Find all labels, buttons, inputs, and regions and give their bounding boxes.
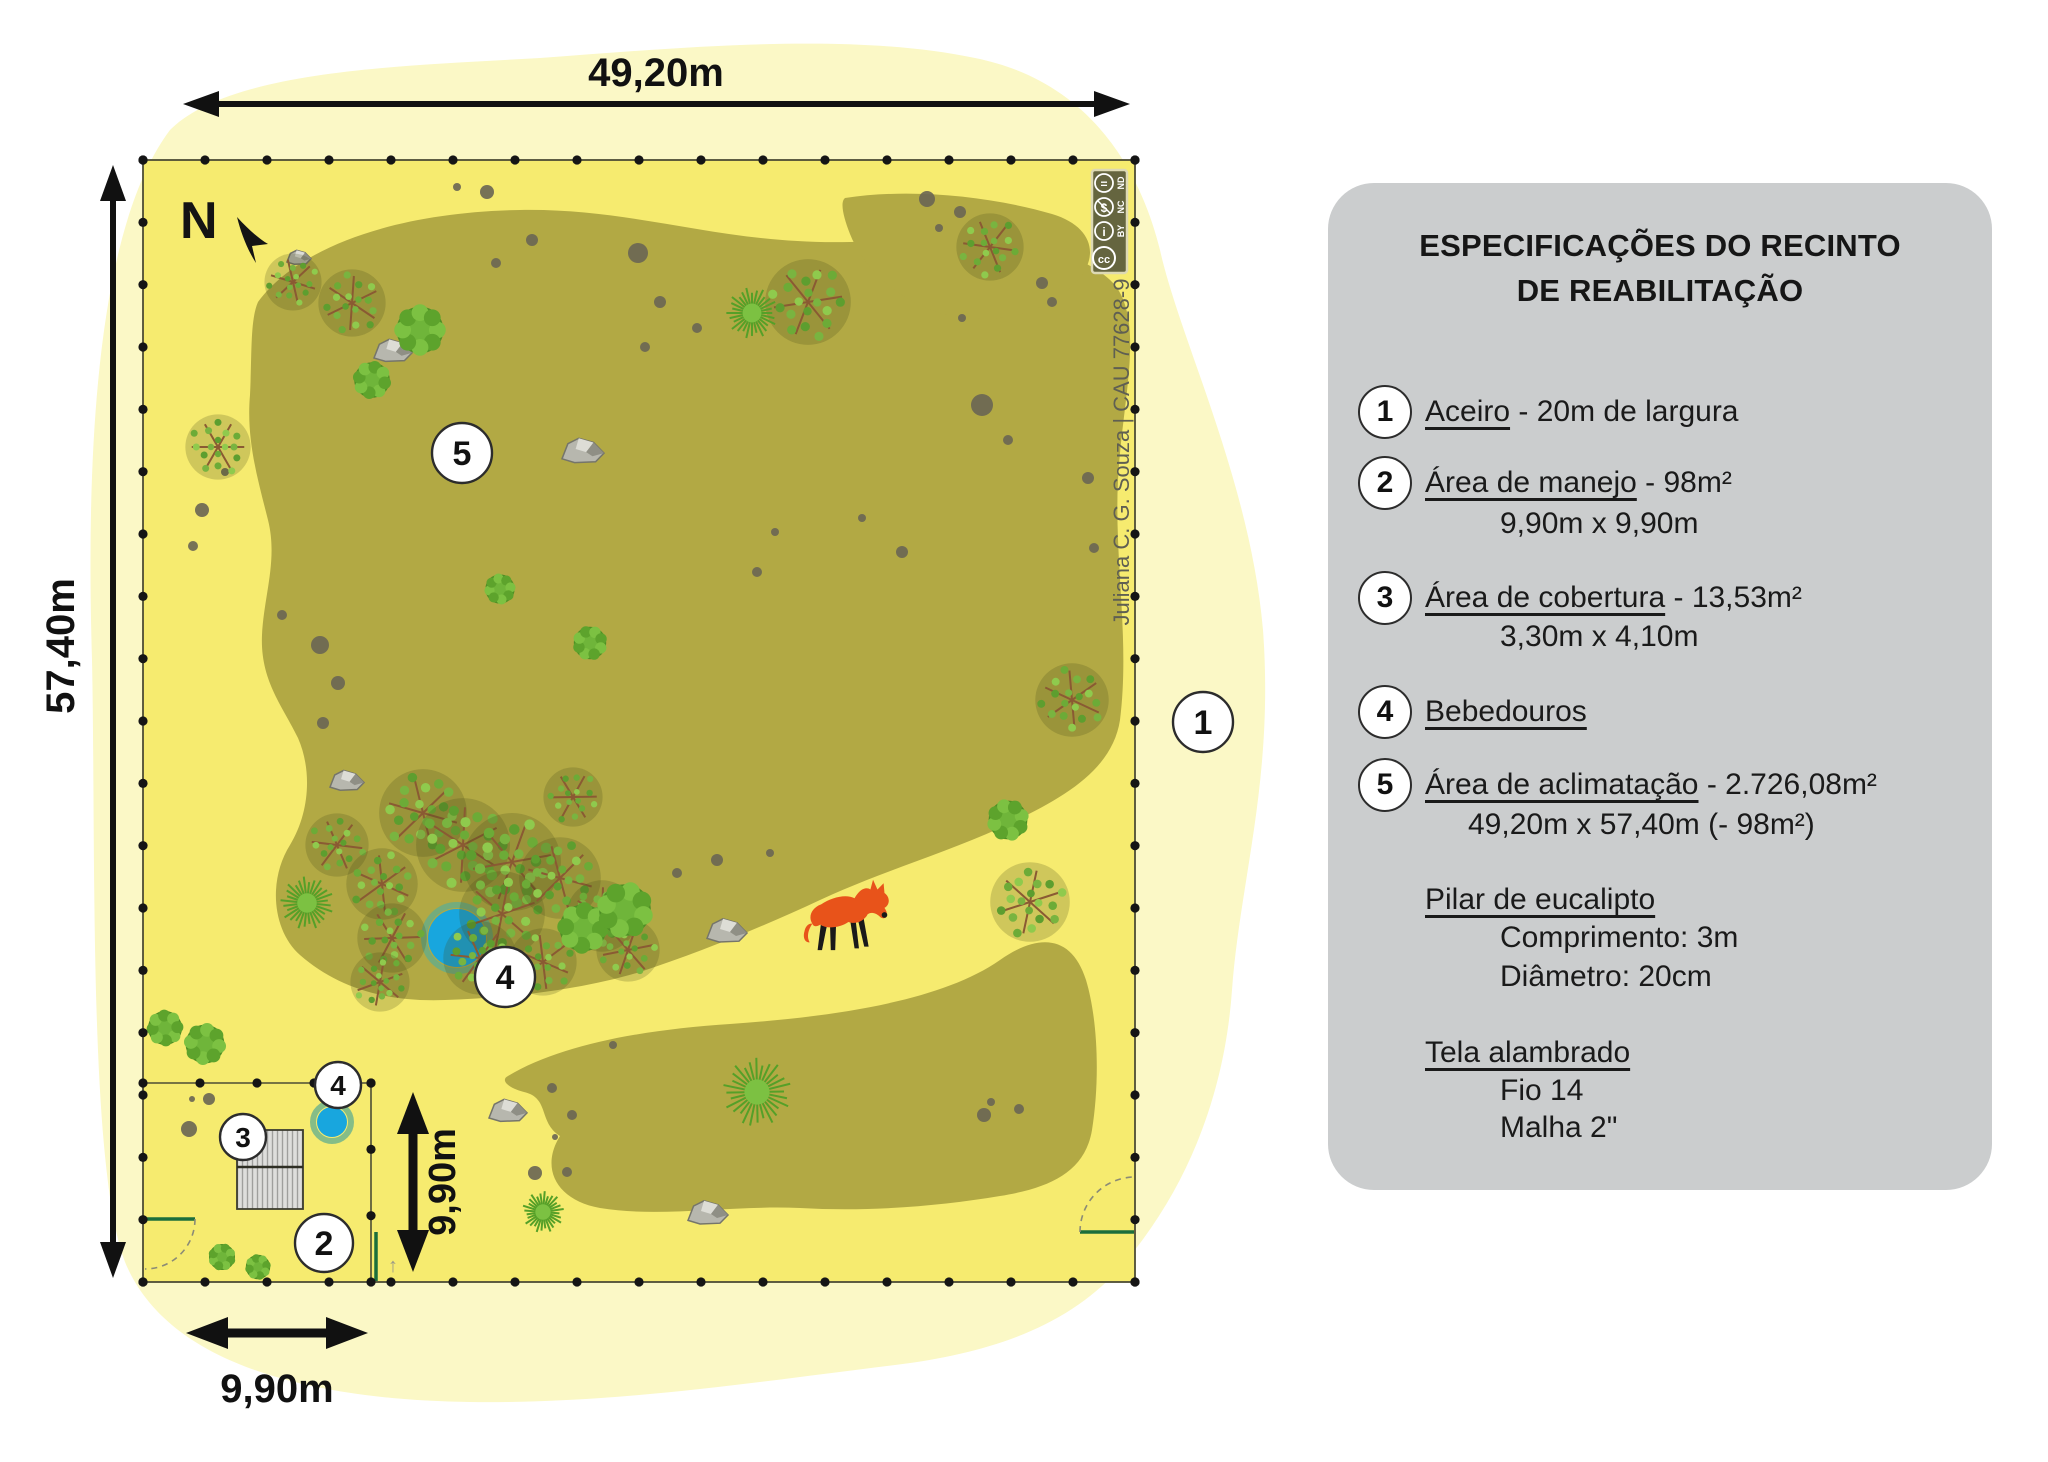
legend-item-desc: - 13,53m² — [1665, 581, 1802, 614]
legend-item-aceiro: Aceiro - 20m de largura — [1425, 395, 1739, 429]
legend-item-aclimatacao: Área de aclimatação - 2.726,08m² — [1425, 768, 1877, 802]
dimension-arrow: 57,40m — [39, 165, 126, 1278]
map-marker-label: 1 — [1194, 704, 1213, 742]
legend-item-cobertura: Área de cobertura - 13,53m² — [1425, 581, 1802, 615]
cc-nd-label: ND — [1116, 176, 1126, 189]
note-pilar: Pilar de eucalipto — [1425, 883, 1655, 917]
legend-badge-2: 2 — [1358, 456, 1412, 510]
legend-badge-4: 4 — [1358, 685, 1412, 739]
legend-item-manejo-size: 9,90m x 9,90m — [1500, 507, 1698, 541]
legend-item-name: Área de aclimatação — [1425, 768, 1699, 801]
legend-badge-5: 5 — [1358, 758, 1412, 812]
note-pilar-line1: Comprimento: 3m — [1500, 921, 1738, 955]
note-tela-line1: Fio 14 — [1500, 1074, 1583, 1108]
dimension-label: 9,90m — [422, 1128, 464, 1236]
legend-item-name: Área de cobertura — [1425, 581, 1665, 614]
cc-logo-icon: cc — [1098, 254, 1110, 266]
legend-item-manejo: Área de manejo - 98m² — [1425, 466, 1732, 500]
map-marker-4: 4 — [315, 1062, 361, 1108]
attribution-text: Juliana C. G. Souza | CAU 77628-9 — [1109, 279, 1134, 626]
cc-nc-label: NC — [1116, 200, 1126, 213]
legend-item-name: Bebedouros — [1425, 695, 1587, 728]
cc-by-icon: i — [1102, 225, 1105, 239]
legend-badge-1: 1 — [1358, 385, 1412, 439]
cc-license-badge: = $ i cc ND NC BY — [1092, 170, 1127, 273]
map-marker-1: 1 — [1173, 692, 1233, 752]
map-marker-label: 4 — [330, 1070, 346, 1101]
note-tela: Tela alambrado — [1425, 1036, 1630, 1070]
legend-badge-3: 3 — [1358, 571, 1412, 625]
legend-item-name: Área de manejo — [1425, 466, 1637, 499]
legend-item-desc: - 20m de largura — [1510, 395, 1738, 428]
legend-item-desc: - 2.726,08m² — [1699, 768, 1877, 801]
map-marker-2: 2 — [295, 1214, 353, 1272]
map-marker-label: 3 — [235, 1122, 251, 1153]
note-name: Pilar de eucalipto — [1425, 883, 1655, 916]
note-name: Tela alambrado — [1425, 1036, 1630, 1069]
legend-item-cobertura-size: 3,30m x 4,10m — [1500, 620, 1698, 654]
panel-title-line1: ESPECIFICAÇÕES DO RECINTO — [1328, 223, 1992, 268]
gate-direction-arrow: ↑ — [388, 1255, 398, 1277]
note-tela-line2: Malha 2" — [1500, 1111, 1617, 1145]
dimension-label: 49,20m — [588, 51, 724, 95]
legend-item-aclimatacao-size: 49,20m x 57,40m (- 98m²) — [1468, 808, 1815, 842]
map-marker-label: 2 — [315, 1225, 334, 1263]
cc-by-label: BY — [1116, 225, 1126, 238]
dimension-label: 57,40m — [39, 578, 83, 714]
legend-item-bebedouros: Bebedouros — [1425, 695, 1587, 729]
cc-nd-icon: = — [1100, 177, 1107, 191]
legend-item-name: Aceiro — [1425, 395, 1510, 428]
map-marker-label: 4 — [496, 959, 515, 997]
north-label: N — [180, 192, 218, 250]
map-marker-4: 4 — [475, 947, 535, 1007]
panel-title-line2: DE REABILITAÇÃO — [1328, 268, 1992, 313]
map-marker-label: 5 — [453, 435, 472, 473]
map-marker-3: 3 — [220, 1114, 266, 1160]
panel-title: ESPECIFICAÇÕES DO RECINTO DE REABILITAÇÃ… — [1328, 223, 1992, 313]
dimension-label: 9,90m — [220, 1367, 333, 1411]
note-pilar-line2: Diâmetro: 20cm — [1500, 960, 1712, 994]
specs-panel: ESPECIFICAÇÕES DO RECINTO DE REABILITAÇÃ… — [1328, 183, 1992, 1190]
map-marker-5: 5 — [432, 423, 492, 483]
legend-item-desc: - 98m² — [1637, 466, 1732, 499]
